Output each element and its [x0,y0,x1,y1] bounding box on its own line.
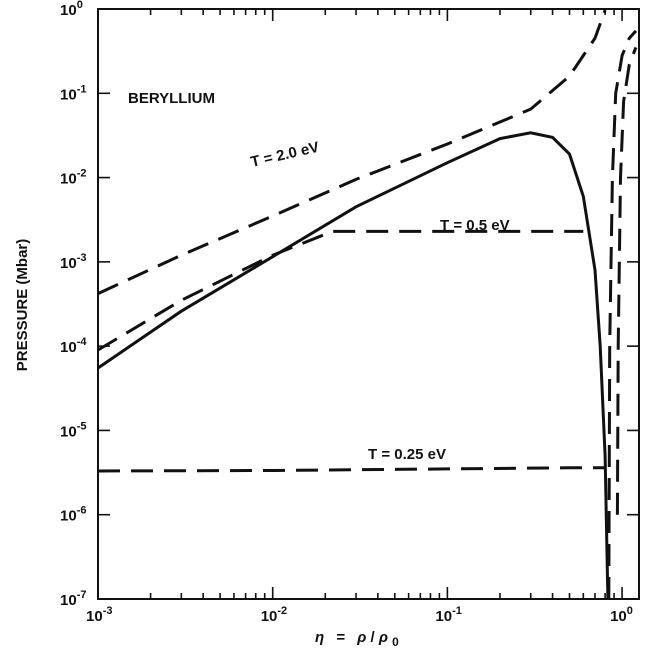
x-axis-label-rho0: ρ [378,629,388,646]
y-tick-base: 10 [60,508,77,525]
y-tick-base: 10 [60,592,77,609]
y-tick-label: 100 [60,0,83,19]
tick-labels: 10-3 10-2 10-1 10010010-110-210-310-410-510… [60,0,633,625]
y-tick-exponent: -3 [77,252,87,264]
x-tick-exponent: -2 [277,605,287,617]
series-group [97,9,638,600]
x-tick-base: 10 [610,608,627,625]
x-axis-label-sub0: 0 [392,635,399,649]
x-axis-label: η = ρ / ρ 0 [315,629,399,649]
y-tick-base: 10 [60,423,77,440]
y-tick-label: 10-6 [60,505,86,525]
series-line-5 [607,29,638,600]
x-tick-exponent: -3 [103,605,113,617]
y-tick-exponent: 0 [77,0,83,11]
x-axis-label-eta: η [315,629,324,646]
y-tick-exponent: -7 [77,589,87,601]
x-tick-exponent: -1 [452,605,462,617]
series-line-2 [97,9,607,295]
series-label: T = 2.0 eV [249,139,321,171]
material-annotation: BERYLLIUM [128,90,215,107]
series-labels: T = 2.0 eV T = 0.5 eV T = 0.25 eV [249,139,510,463]
y-tick-label: 10-5 [60,420,86,440]
y-tick-base: 10 [60,2,77,19]
y-tick-base: 10 [60,86,77,103]
y-tick-label: 10-4 [60,336,87,356]
series-line-1 [97,131,610,600]
y-tick-base: 10 [60,339,77,356]
y-tick-label: 10-3 [60,252,86,272]
x-axis-label-slash: / [371,629,376,646]
series-line-6 [615,46,638,515]
y-tick-exponent: -4 [77,336,88,348]
series-label: T = 0.5 eV [440,217,510,234]
y-tick-exponent: -5 [77,420,87,432]
x-tick-label: 100 [610,605,633,625]
x-tick-label: 10-1 [435,605,461,625]
x-tick-exponent: 0 [627,605,633,617]
x-axis-label-rho: ρ [356,629,366,646]
y-tick-base: 10 [60,171,77,188]
y-tick-label: 10-1 [60,83,86,103]
x-tick-label: 10-3 [86,605,112,625]
series-line-4 [97,466,606,473]
y-tick-exponent: -1 [77,83,87,95]
y-tick-exponent: -6 [77,505,87,517]
y-tick-base: 10 [60,255,77,272]
x-tick-base: 10 [86,608,103,625]
x-tick-base: 10 [261,608,278,625]
y-tick-label: 10-2 [60,168,86,188]
plot-frame [97,8,640,600]
series-label: T = 0.25 eV [368,446,446,463]
y-tick-label: 10-7 [60,589,86,609]
ticks [97,8,639,600]
y-tick-exponent: -2 [77,168,87,180]
series-line-3 [97,229,584,352]
x-tick-label: 10-2 [261,605,287,625]
x-axis-label-eq: = [336,629,345,646]
x-tick-base: 10 [435,608,452,625]
y-axis-label: PRESSURE (Mbar) [14,239,31,372]
